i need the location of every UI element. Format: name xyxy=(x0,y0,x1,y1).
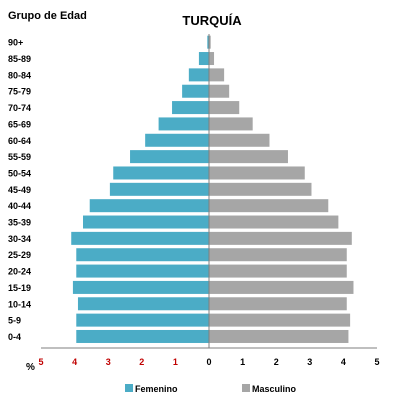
x-tick-label-right: 1 xyxy=(240,357,245,367)
age-group-label: 50-54 xyxy=(8,168,31,178)
bar-masculino xyxy=(209,68,225,82)
age-group-label: 15-19 xyxy=(8,283,31,293)
x-tick-label-right: 2 xyxy=(274,357,279,367)
bar-femenino xyxy=(207,35,209,49)
age-group-label: 65-69 xyxy=(8,119,31,129)
age-group-label: 5-9 xyxy=(8,316,21,326)
x-axis-ticks: 5 4 3 2 1 0 1 2 3 4 5 xyxy=(38,357,379,367)
age-group-label: 10-14 xyxy=(8,299,31,309)
x-tick-label-left: 5 xyxy=(38,357,43,367)
bar-masculino xyxy=(209,329,349,343)
bar-femenino xyxy=(76,313,209,327)
bar-masculino xyxy=(209,150,288,164)
bar-masculino xyxy=(209,166,305,180)
age-group-label: 40-44 xyxy=(8,201,31,211)
bar-masculino xyxy=(209,101,240,115)
bar-femenino xyxy=(145,133,209,147)
bar-femenino xyxy=(77,297,210,311)
age-group-labels: 90+ 85-89 80-84 75-79 70-74 65-69 60-64 55-59 50… xyxy=(8,38,31,342)
bar-femenino xyxy=(89,199,209,213)
x-tick-label-right: 0 xyxy=(206,357,211,367)
bar-masculino xyxy=(209,84,230,98)
chart-title: TURQUÍA xyxy=(182,13,242,28)
x-tick-label-right: 3 xyxy=(307,357,312,367)
bar-femenino xyxy=(172,101,209,115)
bar-masculino xyxy=(209,182,312,196)
bar-masculino xyxy=(209,35,211,49)
x-tick-label-left: 1 xyxy=(173,357,178,367)
bar-masculino xyxy=(209,199,329,213)
age-group-label: 90+ xyxy=(8,38,23,48)
bar-femenino xyxy=(76,329,209,343)
x-tick-label-left: 3 xyxy=(106,357,111,367)
bar-femenino xyxy=(109,182,209,196)
bar-femenino xyxy=(188,68,209,82)
x-tick-label-left: 2 xyxy=(139,357,144,367)
bar-femenino xyxy=(76,248,209,262)
legend-swatch-femenino xyxy=(125,384,133,392)
age-group-label: 35-39 xyxy=(8,218,31,228)
x-tick-label-right: 4 xyxy=(341,357,346,367)
corner-label: Grupo de Edad xyxy=(8,10,87,22)
legend: Femenino Masculino xyxy=(125,384,297,394)
age-group-label: 30-34 xyxy=(8,234,31,244)
age-group-label: 20-24 xyxy=(8,267,31,277)
legend-swatch-masculino xyxy=(242,384,250,392)
bar-femenino xyxy=(198,52,209,66)
bar-masculino xyxy=(209,133,270,147)
bar-femenino xyxy=(71,231,210,245)
bar-masculino xyxy=(209,215,339,229)
age-group-label: 55-59 xyxy=(8,152,31,162)
bar-masculino xyxy=(209,280,354,294)
bar-masculino xyxy=(209,52,215,66)
legend-label-femenino: Femenino xyxy=(135,384,178,394)
age-group-label: 75-79 xyxy=(8,87,31,97)
bar-masculino xyxy=(209,264,347,278)
age-group-label: 0-4 xyxy=(8,332,21,342)
age-group-label: 70-74 xyxy=(8,103,31,113)
bar-masculino xyxy=(209,231,352,245)
legend-label-masculino: Masculino xyxy=(252,384,297,394)
bar-masculino xyxy=(209,248,347,262)
x-tick-label-left: 4 xyxy=(72,357,77,367)
bar-femenino xyxy=(182,84,209,98)
age-group-label: 80-84 xyxy=(8,70,31,80)
x-axis-label: % xyxy=(26,362,35,373)
age-group-label: 85-89 xyxy=(8,54,31,64)
bars xyxy=(71,35,354,343)
x-tick-label-right: 5 xyxy=(374,357,379,367)
bar-femenino xyxy=(76,264,209,278)
bar-femenino xyxy=(83,215,209,229)
bar-masculino xyxy=(209,297,347,311)
bar-femenino xyxy=(72,280,209,294)
bar-femenino xyxy=(113,166,209,180)
age-group-label: 25-29 xyxy=(8,250,31,260)
age-group-label: 45-49 xyxy=(8,185,31,195)
bar-femenino xyxy=(158,117,209,131)
bar-masculino xyxy=(209,313,351,327)
bar-femenino xyxy=(130,150,209,164)
age-group-label: 60-64 xyxy=(8,136,31,146)
bar-masculino xyxy=(209,117,253,131)
